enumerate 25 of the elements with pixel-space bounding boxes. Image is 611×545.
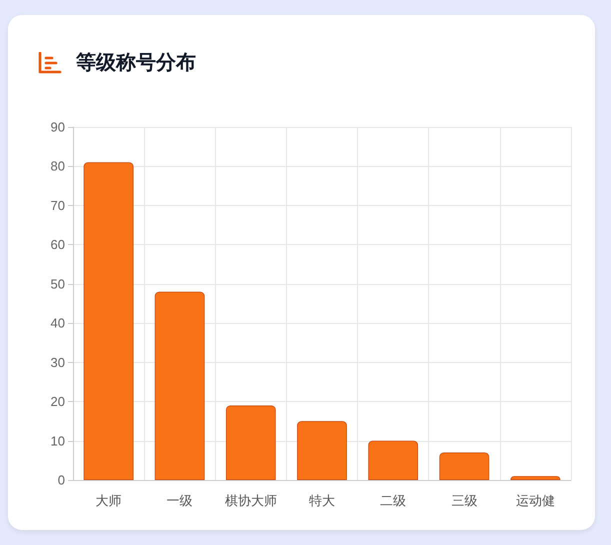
- x-tick-label: 棋协大师: [224, 493, 277, 508]
- bar: [368, 440, 418, 480]
- y-tick-label: 50: [50, 276, 65, 292]
- y-tick-label: 30: [50, 354, 65, 370]
- y-tick-label: 80: [50, 158, 65, 174]
- y-tick-label: 20: [50, 394, 65, 410]
- x-tick-label: 运动健: [516, 493, 555, 508]
- bar: [510, 476, 560, 480]
- bar: [154, 292, 205, 480]
- x-tick-label: 一级: [166, 493, 193, 508]
- y-tick-label: 70: [50, 198, 65, 213]
- y-tick-label: 10: [50, 433, 65, 448]
- bar: [84, 162, 134, 480]
- y-tick-label: 40: [50, 316, 65, 331]
- x-tick-label: 大师: [96, 493, 122, 508]
- y-tick-label: 0: [58, 472, 65, 488]
- x-tick-label: 三级: [451, 493, 478, 508]
- y-tick-label: 90: [50, 120, 65, 134]
- bar: [226, 405, 276, 480]
- bar: [297, 421, 347, 480]
- x-tick-label: 特大: [309, 493, 335, 508]
- bar: [439, 452, 490, 480]
- chart-title: 等级称号分布: [76, 49, 196, 76]
- x-tick-label: 二级: [380, 493, 406, 508]
- y-tick-label: 60: [50, 237, 65, 252]
